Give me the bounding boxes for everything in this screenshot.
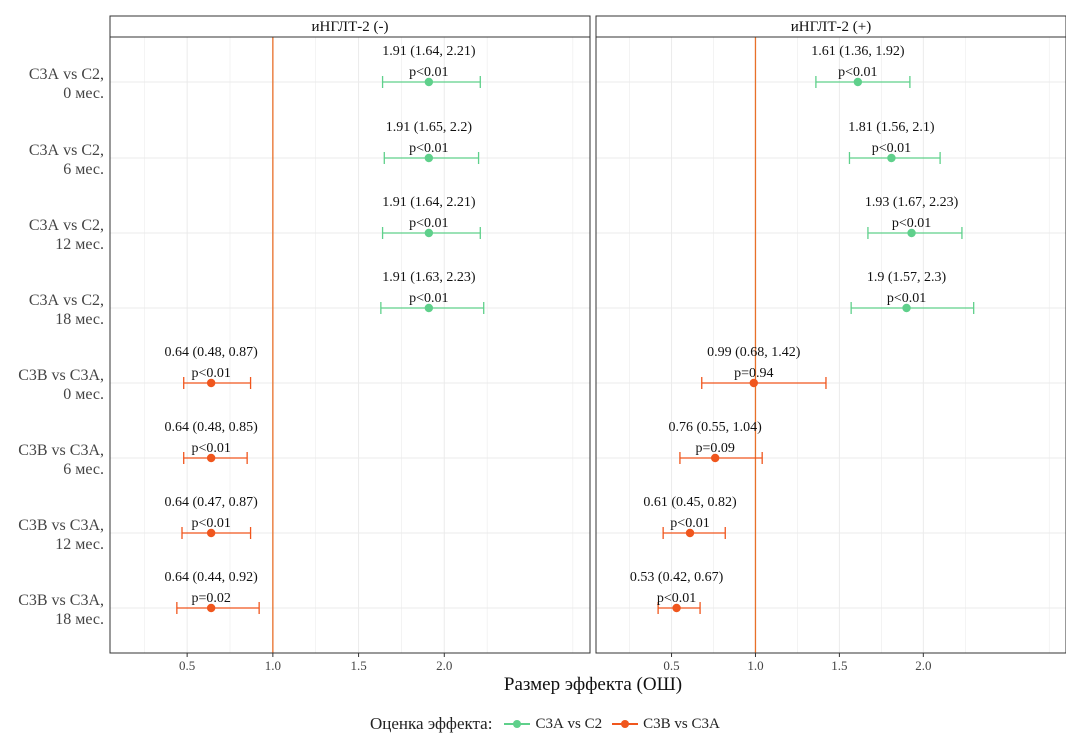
point-estimate: [424, 153, 434, 163]
point-estimate: [206, 528, 216, 538]
row-label-line1: С3А vs С2,: [29, 292, 104, 309]
p-value-label: p<0.01: [191, 441, 230, 456]
x-tick-label: 2.0: [436, 658, 452, 673]
legend-label-series-1: С3В vs С3А: [643, 715, 720, 732]
row-label-line2: 12 мес.: [55, 236, 104, 253]
p-value-label: p<0.01: [409, 216, 448, 231]
p-value-label: p<0.01: [872, 141, 911, 156]
ci-label: 1.93 (1.67, 2.23): [865, 195, 959, 210]
p-value-label: p<0.01: [409, 141, 448, 156]
point-estimate: [902, 303, 911, 313]
ci-label: 1.91 (1.65, 2.2): [386, 120, 473, 135]
row-label-line2: 0 мес.: [63, 386, 104, 403]
panel-title: иНГЛТ-2 (+): [791, 19, 871, 35]
x-tick-label: 2.0: [915, 658, 931, 673]
ci-label: 1.91 (1.64, 2.21): [382, 44, 476, 59]
p-value-label: p=0.94: [734, 366, 773, 381]
p-value-label: p<0.01: [670, 516, 709, 531]
point-estimate: [710, 453, 720, 463]
point-estimate: [672, 603, 681, 613]
p-value-label: p<0.01: [657, 591, 696, 606]
ci-label: 0.64 (0.44, 0.92): [164, 570, 258, 585]
row-label-line2: 12 мес.: [55, 536, 104, 553]
ci-label: 1.61 (1.36, 1.92): [811, 44, 905, 59]
legend-key-series-0: [504, 717, 531, 731]
panel-border: [595, 36, 1066, 654]
ci-label: 1.9 (1.57, 2.3): [867, 270, 947, 285]
panel-title: иНГЛТ-2 (-): [312, 19, 389, 35]
x-tick-label: 1.5: [831, 658, 847, 673]
point-estimate: [685, 528, 695, 538]
ci-label: 0.64 (0.48, 0.85): [164, 420, 258, 435]
x-tick-label: 1.0: [747, 658, 763, 673]
point-estimate: [887, 153, 896, 163]
point-estimate: [853, 77, 863, 87]
p-value-label: p<0.01: [191, 366, 230, 381]
legend-key-series-1: [612, 717, 639, 731]
point-estimate: [749, 378, 758, 388]
p-value-label: p<0.01: [409, 65, 448, 80]
ci-label: 1.91 (1.64, 2.21): [382, 195, 476, 210]
row-label-line2: 6 мес.: [63, 161, 104, 178]
x-tick-label: 1.5: [350, 658, 366, 673]
point-estimate: [206, 603, 216, 613]
legend-label-series-0: С3А vs С2: [535, 715, 603, 732]
legend-item-series-1: С3В vs С3А: [612, 716, 720, 733]
row-label-line1: С3А vs С2,: [29, 217, 104, 234]
p-value-label: p=0.02: [191, 591, 230, 606]
x-axis-title: Размер эффекта (ОШ): [504, 674, 682, 695]
point-estimate: [424, 303, 434, 313]
ci-label: 0.99 (0.68, 1.42): [707, 345, 801, 360]
point-estimate: [424, 228, 434, 238]
row-label-line2: 18 мес.: [55, 611, 104, 628]
point-estimate: [907, 228, 916, 238]
p-value-label: p=0.09: [695, 441, 734, 456]
row-label-line2: 6 мес.: [63, 461, 104, 478]
legend-item-series-0: С3А vs С2: [504, 716, 602, 733]
row-label-line1: С3В vs С3А,: [18, 592, 104, 609]
ci-label: 1.91 (1.63, 2.23): [382, 270, 476, 285]
p-value-label: p<0.01: [838, 65, 877, 80]
x-tick-label: 0.5: [663, 658, 679, 673]
ci-label: 0.64 (0.47, 0.87): [164, 495, 258, 510]
panel-border: [109, 36, 591, 654]
row-label-line1: С3В vs С3А,: [18, 367, 104, 384]
ci-label: 0.61 (0.45, 0.82): [643, 495, 737, 510]
row-label-line2: 18 мес.: [55, 311, 104, 328]
ci-label: 0.53 (0.42, 0.67): [630, 570, 724, 585]
ci-label: 0.64 (0.48, 0.87): [164, 345, 258, 360]
row-label-line1: С3В vs С3А,: [18, 517, 104, 534]
p-value-label: p<0.01: [409, 291, 448, 306]
row-label-line2: 0 мес.: [63, 85, 104, 102]
legend: Оценка эффекта: С3А vs С2 С3В vs С3А: [370, 714, 730, 734]
point-estimate: [424, 77, 434, 87]
ci-label: 1.81 (1.56, 2.1): [848, 120, 935, 135]
row-label-line1: С3В vs С3А,: [18, 442, 104, 459]
ci-label: 0.76 (0.55, 1.04): [669, 420, 763, 435]
point-estimate: [206, 453, 216, 463]
legend-title: Оценка эффекта:: [370, 714, 493, 733]
row-label-line1: С3А vs С2,: [29, 142, 104, 159]
p-value-label: p<0.01: [191, 516, 230, 531]
p-value-label: p<0.01: [887, 291, 926, 306]
point-estimate: [206, 378, 216, 388]
row-label-line1: С3А vs С2,: [29, 66, 104, 83]
x-tick-label: 1.0: [265, 658, 281, 673]
p-value-label: p<0.01: [892, 216, 931, 231]
x-tick-label: 0.5: [179, 658, 195, 673]
